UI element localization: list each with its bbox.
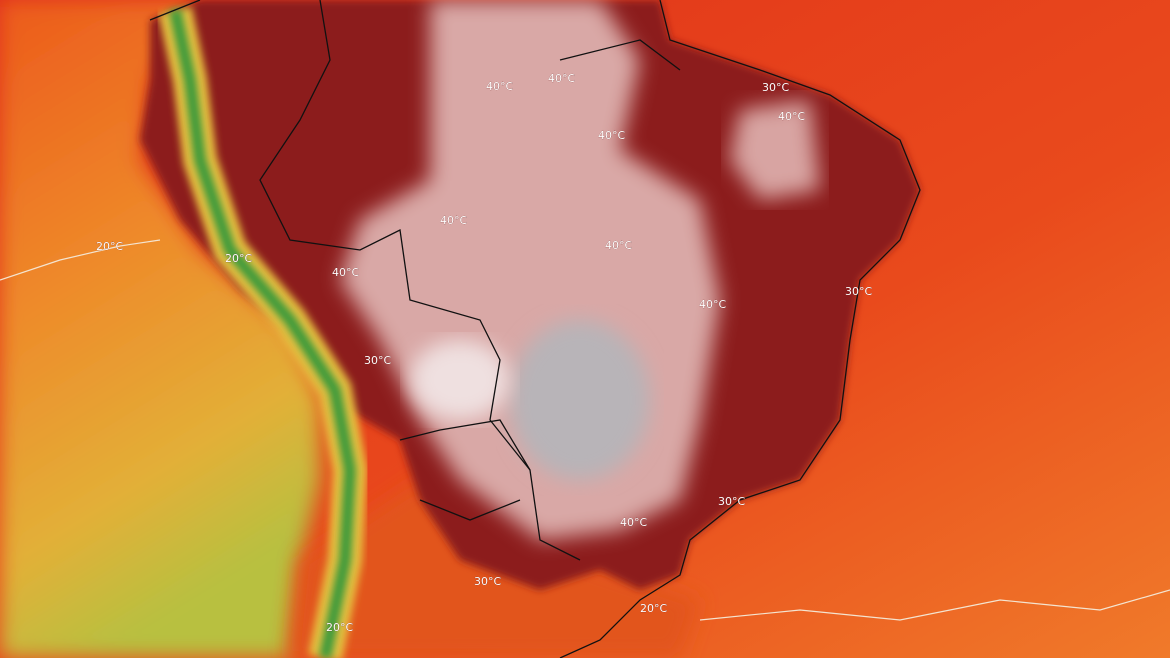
- isotherm: [699, 589, 1170, 621]
- coast: [149, 0, 921, 658]
- extreme-heat-ne: [730, 100, 820, 200]
- contour-label: 30°C: [364, 354, 391, 367]
- contour-label: 40°C: [699, 298, 726, 311]
- border: [259, 0, 581, 561]
- contour-label: 40°C: [486, 80, 513, 93]
- pacific: [0, 0, 320, 658]
- contour-label: 40°C: [620, 516, 647, 529]
- contour-label: 20°C: [96, 240, 123, 253]
- border: [559, 39, 681, 71]
- contour-label: 40°C: [598, 129, 625, 142]
- contour-label: 40°C: [332, 266, 359, 279]
- contour-label: 30°C: [845, 285, 872, 298]
- contour-label: 40°C: [605, 239, 632, 252]
- contour-label: 20°C: [225, 252, 252, 265]
- contour-label: 20°C: [326, 621, 353, 634]
- contour-label: 30°C: [474, 575, 501, 588]
- peak-heat: [510, 320, 650, 480]
- andes: [169, 8, 357, 658]
- contour-label: 40°C: [548, 72, 575, 85]
- contour-label: 20°C: [640, 602, 667, 615]
- contour-label: 30°C: [718, 495, 745, 508]
- borders: [149, 0, 921, 658]
- border: [399, 419, 531, 521]
- isotherm: [0, 239, 161, 281]
- contour-label: 40°C: [778, 110, 805, 123]
- contour-label: 30°C: [762, 81, 789, 94]
- peak-heat: [410, 340, 510, 420]
- contour-label: 40°C: [440, 214, 467, 227]
